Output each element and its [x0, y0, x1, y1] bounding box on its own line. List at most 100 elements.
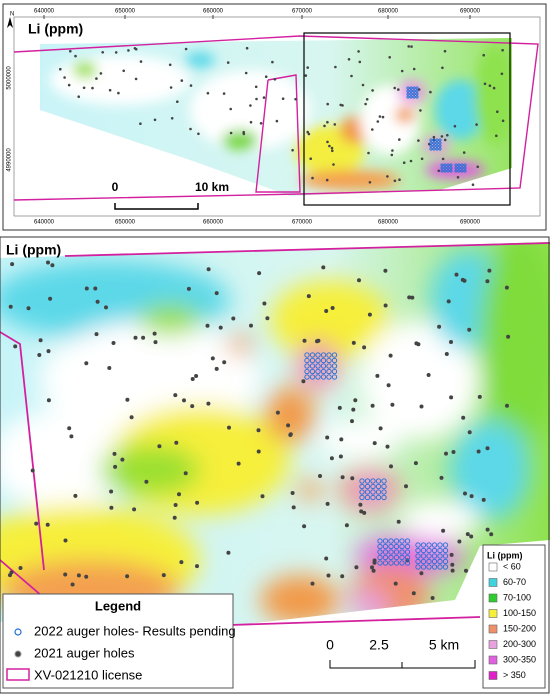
auger-hole-2021	[444, 352, 449, 356]
scale-label: 2.5	[369, 637, 389, 653]
auger-hole-2022	[442, 553, 449, 559]
auger-hole-2021	[231, 316, 236, 321]
auger-hole-2021	[95, 299, 100, 304]
auger-hole-2021	[329, 456, 334, 461]
auger-hole-2022	[437, 553, 443, 559]
auger-hole-2022	[399, 554, 405, 561]
auger-hole-2021	[488, 84, 492, 87]
auger-hole-2021	[430, 596, 435, 600]
auger-hole-2022	[375, 489, 382, 495]
auger-hole-2022	[438, 144, 442, 148]
auger-hole-2021	[291, 148, 294, 152]
auger-hole-2021	[417, 88, 421, 91]
auger-hole-2022	[399, 538, 405, 544]
auger-hole-2021	[465, 532, 470, 537]
auger-hole-2022	[370, 483, 376, 490]
auger-hole-2022	[381, 494, 387, 501]
auger-hole-2021	[173, 393, 178, 398]
auger-hole-2022	[429, 144, 433, 148]
auger-hole-2021	[324, 309, 329, 313]
auger-hole-2021	[471, 183, 475, 186]
auger-hole-2021	[350, 74, 353, 78]
auger-hole-2021	[109, 489, 114, 494]
auger-hole-2022	[315, 363, 321, 369]
auger-hole-2021	[333, 123, 337, 126]
auger-hole-2022	[438, 138, 442, 142]
top-title: Li (ppm)	[28, 21, 83, 37]
auger-hole-2022	[429, 147, 433, 151]
auger-hole-2021	[323, 124, 326, 128]
auger-hole-2021	[389, 464, 393, 469]
auger-hole-2021	[398, 138, 401, 141]
y-coord-label: 4990000	[7, 148, 13, 172]
auger-hole-2022	[304, 357, 310, 364]
top-license	[13, 35, 539, 201]
auger-hole-2021	[82, 86, 86, 90]
auger-hole-2021	[371, 89, 374, 92]
auger-hole-2021	[372, 441, 377, 446]
auger-hole-2022	[442, 547, 449, 554]
auger-hole-2021	[393, 86, 397, 90]
auger-hole-2021	[206, 401, 211, 406]
auger-hole-2021	[302, 524, 307, 529]
auger-hole-2021	[264, 75, 268, 78]
auger-hole-2021	[153, 118, 157, 122]
auger-hole-2022	[388, 543, 394, 550]
auger-hole-2021	[260, 494, 265, 499]
auger-hole-2021	[34, 521, 39, 526]
auger-hole-2022	[457, 169, 461, 173]
auger-hole-2021	[354, 565, 359, 570]
auger-hole-2021	[383, 268, 388, 273]
auger-hole-2021	[393, 581, 398, 586]
auger-hole-2021	[469, 494, 474, 499]
auger-hole-2021	[133, 335, 138, 340]
li-class-label: 100-150	[503, 608, 536, 618]
auger-hole-2022	[463, 163, 467, 167]
x-coord-label: 660000	[203, 9, 224, 15]
auger-hole-2021	[477, 394, 482, 399]
auger-hole-2021	[411, 591, 416, 596]
auger-hole-2022	[326, 368, 332, 375]
auger-hole-2022	[315, 352, 321, 358]
auger-hole-2022	[375, 483, 382, 490]
auger-hole-2021	[318, 474, 322, 478]
auger-hole-2021	[383, 303, 388, 308]
auger-hole-2021	[347, 58, 351, 61]
auger-hole-2021	[180, 79, 184, 82]
auger-hole-2022	[381, 483, 387, 490]
auger-hole-2021	[506, 334, 511, 339]
auger-hole-2021	[326, 140, 329, 144]
auger-hole-2021	[400, 69, 404, 73]
auger-hole-2021	[249, 323, 253, 328]
auger-hole-2022	[449, 166, 453, 170]
auger-hole-2022	[331, 374, 338, 380]
auger-hole-2021	[357, 278, 361, 283]
auger-hole-2021	[504, 285, 509, 290]
auger-hole-2021	[174, 440, 179, 445]
auger-hole-2021	[222, 360, 227, 365]
auger-hole-2022	[442, 542, 449, 548]
auger-hole-2021	[487, 268, 492, 273]
auger-hole-2021	[481, 497, 486, 502]
auger-hole-2022	[359, 489, 365, 495]
auger-hole-2021	[26, 306, 31, 311]
auger-hole-2021	[173, 503, 178, 507]
auger-hole-2021	[184, 47, 188, 51]
auger-hole-2021	[376, 120, 380, 123]
auger-hole-2021	[386, 175, 389, 178]
auger-hole-2021	[195, 564, 199, 569]
auger-hole-2022	[429, 141, 433, 145]
auger-hole-2021	[482, 53, 486, 57]
auger-hole-2021	[464, 568, 468, 573]
auger-hole-2021	[454, 272, 459, 277]
li-class-label: 60-70	[503, 577, 526, 587]
zoom-extent	[303, 32, 511, 206]
auger-hole-2022	[446, 166, 450, 170]
auger-hole-2022	[432, 144, 436, 148]
auger-hole-2021	[476, 165, 480, 169]
auger-hole-2021	[257, 271, 262, 276]
auger-hole-2021	[59, 67, 62, 71]
auger-hole-2021	[397, 88, 400, 91]
auger-hole-2022	[375, 494, 382, 501]
auger-hole-2022	[435, 147, 439, 151]
